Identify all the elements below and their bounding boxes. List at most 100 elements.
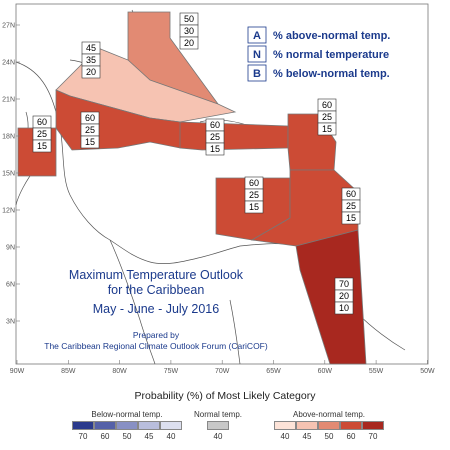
lon-tick-label: 85W [61,368,76,375]
prob-cell [80,135,100,149]
prob-value-n: 25 [210,132,220,142]
prob-box-cayman-jamaica: 60 25 15 [80,111,100,149]
region-guianas [295,229,367,365]
lon-tick-label: 65W [266,368,281,375]
colorbar-swatch [274,421,296,430]
lat-tick-label: 15N [2,171,15,178]
prob-value-a: 60 [346,189,356,199]
prob-value-b: 15 [85,137,95,147]
title-line-2: for the Caribbean [108,283,205,297]
forum-credit: The Caribbean Regional Climate Outlook F… [44,341,268,351]
legend-box-below [247,64,267,82]
prob-box-guianas: 70 20 10 [334,277,354,315]
colorbar-swatch [94,421,116,430]
prob-value-a: 60 [85,113,95,123]
colorbar-value: 40 [280,432,290,441]
colorbar-value: 50 [122,432,132,441]
legend-letter-normal: N [253,49,261,61]
prob-value-n: 25 [249,190,259,200]
map-title: Maximum Temperature Outlook for the Cari… [44,268,268,351]
lon-tick-label: 80W [112,368,127,375]
lon-tick-label: 55W [369,368,384,375]
lat-tick-label: 9N [6,245,15,252]
colorbar-below-label: Below-normal temp. [91,410,163,419]
legend-letter-above: A [253,30,261,42]
lon-tick-label: 50W [420,368,435,375]
prob-value-b: 15 [249,202,259,212]
prob-value-b: 10 [339,303,349,313]
prob-value-a: 60 [210,120,220,130]
prob-cell [317,122,337,136]
colorbar-normal-label: Normal temp. [194,410,243,419]
lat-tick-label: 27N [2,23,15,30]
lat-tick-label: 6N [6,282,15,289]
prob-box-hispaniola-puerto-rico: 60 25 15 [205,118,225,156]
colorbar-swatch [138,421,160,430]
prob-value-b: 20 [86,67,96,77]
colorbar-swatch [362,421,384,430]
prob-box-windward-islands: 60 25 15 [341,187,361,225]
prob-value-a: 60 [37,117,47,127]
colorbar-swatch [318,421,340,430]
prob-cell [179,36,199,50]
legend-box-above [247,26,267,44]
colorbar-title: Probability (%) of Most Likely Category [134,390,316,402]
colorbar-above-label: Above-normal temp. [292,410,366,419]
lat-tick-label: 21N [2,97,15,104]
prob-value-n: 25 [346,201,356,211]
lon-tick-label: 70W [215,368,230,375]
prob-cell [32,139,52,153]
prob-cell [341,211,361,225]
prob-value-n: 25 [37,129,47,139]
prob-value-b: 20 [184,38,194,48]
longitude-ticks: 90W 85W 80W 75W 70W 65W 60W 55W 50W [10,360,435,375]
prob-value-a: 60 [249,178,259,188]
legend-text-above: % above-normal temp. [273,30,390,42]
prob-value-b: 15 [346,213,356,223]
lat-tick-label: 18N [2,134,15,141]
latitude-ticks: 27N 24N 21N 18N 15N 12N 9N 6N 3N [2,23,20,326]
lon-tick-label: 75W [164,368,179,375]
prob-cell [244,200,264,214]
prob-value-a: 60 [322,100,332,110]
lat-tick-label: 12N [2,208,15,215]
colorbar-swatch [160,421,182,430]
prob-value-n: 20 [339,291,349,301]
colorbar-swatch [296,421,318,430]
legend-box-normal [247,45,267,63]
legend-text-normal: % normal temperature [273,49,389,61]
colorbar-value: 40 [166,432,176,441]
colorbar-value: 60 [100,432,110,441]
legend-text-below: % below-normal temp. [273,68,390,80]
colorbar-value: 45 [144,432,154,441]
colorbar-swatch [340,421,362,430]
title-line-3: May - June - July 2016 [93,302,219,316]
colorbar-swatch [72,421,94,430]
probability-boxes: 50 30 20 45 35 20 60 25 15 60 25 15 60 25 15 60 25 15 60 25… [32,12,361,315]
lat-tick-label: 24N [2,60,15,67]
region-hispaniola-puerto-rico [179,121,289,151]
prob-cell [205,142,225,156]
prob-box-belize: 60 25 15 [32,115,52,153]
outlook-map: 50 30 20 45 35 20 60 25 15 60 25 15 60 25 15 60 25 15 60 25… [2,3,435,375]
colorbar-below: Below-normal temp. 70 60 50 45 40 [72,410,182,441]
legend-letter-below: B [253,68,261,80]
lon-tick-label: 60W [318,368,333,375]
prob-value-b: 15 [322,124,332,134]
colorbar-normal: Normal temp. 40 [194,410,242,441]
prepared-by: Prepared by [133,330,180,340]
colorbar-swatch [207,421,229,430]
prob-value-b: 15 [210,144,220,154]
colorbar-value: 70 [78,432,88,441]
lon-tick-label: 90W [10,368,25,375]
prob-value-b: 15 [37,141,47,151]
prob-value-n: 25 [85,125,95,135]
colorbar-value: 70 [368,432,378,441]
colorbar-value: 45 [302,432,312,441]
prob-box-abc-islands: 60 25 15 [244,176,264,214]
lat-tick-label: 3N [6,319,15,326]
prob-box-leeward-islands: 60 25 15 [317,98,337,136]
colorbar-value: 60 [346,432,356,441]
prob-box-northern-bahamas: 50 30 20 [179,12,199,50]
prob-value-a: 45 [86,43,96,53]
